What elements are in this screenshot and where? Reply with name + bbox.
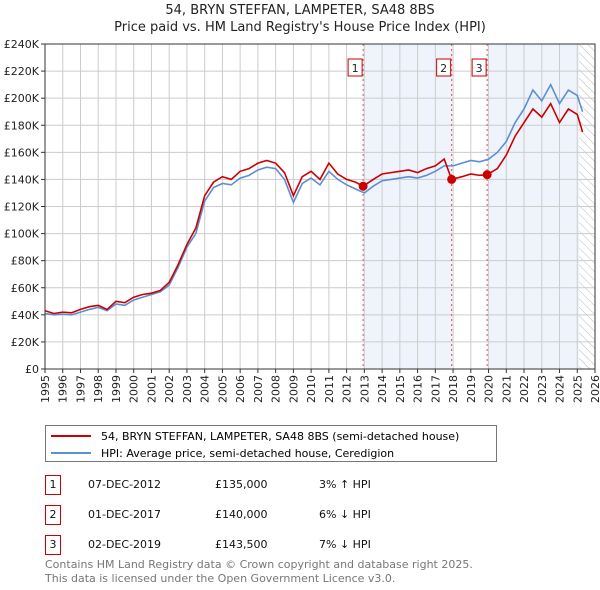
legend-swatch-blue	[51, 452, 91, 454]
x-tick-label: 2002	[163, 375, 176, 403]
y-tick-label: £200K	[4, 92, 40, 105]
x-tick-label: 2013	[358, 375, 371, 403]
legend-item-hpi: HPI: Average price, semi-detached house,…	[51, 445, 394, 461]
x-tick-label: 2004	[199, 375, 212, 403]
marker-badge: 1	[45, 475, 61, 495]
x-tick-label: 2010	[305, 375, 318, 403]
legend-label: HPI: Average price, semi-detached house,…	[101, 446, 395, 460]
x-tick-label: 2014	[376, 375, 389, 403]
y-tick-label: £80K	[11, 255, 40, 268]
x-tick-label: 2016	[412, 375, 425, 403]
chart-subtitle: Price paid vs. HM Land Registry's House …	[114, 20, 486, 35]
y-tick-label: £180K	[4, 119, 40, 132]
x-tick-label: 2025	[571, 375, 584, 403]
x-tick-label: 2018	[447, 375, 460, 403]
x-tick-label: 2017	[429, 375, 442, 403]
x-tick-label: 2003	[181, 375, 194, 403]
x-tick-label: 2007	[252, 375, 265, 403]
annotation-label: 2	[440, 62, 447, 75]
x-tick-label: 1998	[92, 375, 105, 403]
legend-item-property: 54, BRYN STEFFAN, LAMPETER, SA48 8BS (se…	[51, 428, 459, 444]
x-tick-label: 1995	[39, 375, 52, 403]
x-tick-label: 2001	[145, 375, 158, 403]
sale-point	[447, 174, 457, 184]
x-tick-label: 2005	[216, 375, 229, 403]
x-tick-label: 2012	[341, 375, 354, 403]
legend: 54, BRYN STEFFAN, LAMPETER, SA48 8BS (se…	[45, 425, 497, 462]
date: 07-DEC-2012	[88, 478, 162, 491]
x-tick-label: 2021	[500, 375, 513, 403]
property-price-line	[44, 101, 584, 315]
hpi-diff: 3% ↑ HPI	[319, 478, 371, 491]
annotation-box	[347, 58, 363, 77]
marker-badge: 2	[45, 505, 61, 525]
date: 02-DEC-2019	[88, 538, 162, 551]
hpi-line	[44, 82, 584, 316]
date: 01-DEC-2017	[88, 508, 162, 521]
footer-line: This data is licensed under the Open Gov…	[45, 572, 396, 585]
hpi-diff: 6% ↓ HPI	[319, 508, 371, 521]
marker-badge: 3	[45, 535, 61, 555]
y-tick-label: £0	[25, 363, 39, 376]
footer: Contains HM Land Registry data © Crown c…	[45, 558, 473, 586]
chart-title: 54, BRYN STEFFAN, LAMPETER, SA48 8BS	[165, 3, 435, 18]
price: £140,000	[215, 508, 268, 521]
y-tick-label: £100K	[4, 228, 40, 241]
y-tick-label: £40K	[11, 309, 40, 322]
legend-swatch-red	[51, 435, 91, 437]
price: £135,000	[215, 478, 268, 491]
plot-area: 1995 1996 1997 1998 1999 2000 2001 2002 2003 2004…	[4, 38, 600, 403]
annotation-label: 3	[476, 62, 483, 75]
y-tick-label: £160K	[4, 146, 40, 159]
x-tick-label: 2008	[270, 375, 283, 403]
y-tick-label: £140K	[4, 173, 40, 186]
x-tick-label: 2019	[465, 375, 478, 403]
x-tick-label: 2015	[394, 375, 407, 403]
price: £143,500	[215, 538, 268, 551]
annotation-label: 1	[352, 62, 359, 75]
plot-frame	[44, 43, 596, 370]
x-tick-label: 1999	[110, 375, 123, 403]
x-tick-label: 1996	[57, 375, 70, 403]
y-tick-label: £20K	[11, 336, 40, 349]
annotation-box	[471, 58, 487, 77]
hpi-diff: 7% ↓ HPI	[319, 538, 371, 551]
sale-point	[358, 181, 368, 191]
x-tick-label: 2023	[536, 375, 549, 403]
annotation-box	[436, 58, 452, 77]
x-tick-label: 2009	[287, 375, 300, 403]
x-tick-label: 2011	[323, 375, 336, 403]
footer-line: Contains HM Land Registry data © Crown c…	[45, 558, 473, 571]
x-tick-label: 2000	[128, 375, 141, 403]
x-tick-label: 2022	[518, 375, 531, 403]
x-tick-label: 2024	[554, 375, 567, 403]
legend-label: 54, BRYN STEFFAN, LAMPETER, SA48 8BS (se…	[101, 429, 460, 443]
y-tick-label: £60K	[11, 282, 40, 295]
y-tick-label: £240K	[4, 38, 40, 51]
y-tick-label: £220K	[4, 65, 40, 78]
x-tick-label: 2006	[234, 375, 247, 403]
x-tick-label: 2020	[483, 375, 496, 403]
sale-point	[482, 170, 492, 180]
x-tick-label: 1997	[74, 375, 87, 403]
y-tick-label: £120K	[4, 201, 40, 214]
x-tick-label: 2026	[589, 375, 600, 403]
